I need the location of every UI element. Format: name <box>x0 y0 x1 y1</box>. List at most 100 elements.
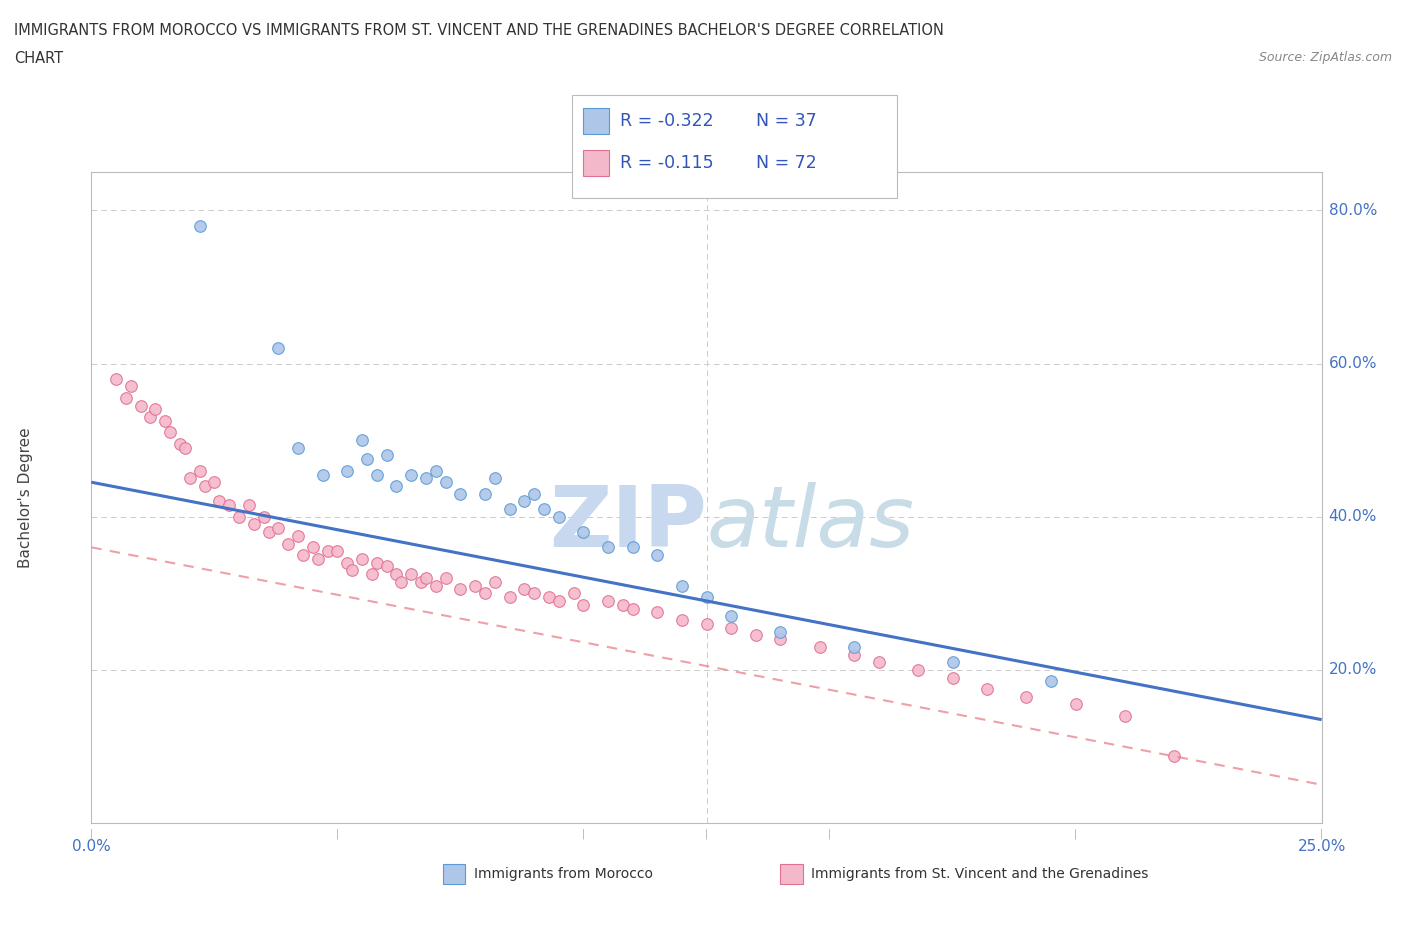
Text: Immigrants from St. Vincent and the Grenadines: Immigrants from St. Vincent and the Gren… <box>811 867 1149 882</box>
Point <box>596 540 619 555</box>
Point <box>1114 709 1136 724</box>
Text: |: | <box>1320 829 1323 840</box>
Point <box>434 570 457 585</box>
Point <box>842 640 865 655</box>
Point <box>907 662 929 677</box>
Point <box>720 620 742 635</box>
Point <box>645 548 669 563</box>
Point <box>352 432 374 447</box>
Point <box>159 425 181 440</box>
Point <box>267 340 290 355</box>
Text: 25.0%: 25.0% <box>1298 839 1346 854</box>
Point <box>474 586 496 601</box>
Point <box>513 582 536 597</box>
Point <box>547 510 569 525</box>
Point <box>316 544 339 559</box>
Point <box>385 479 408 494</box>
Point <box>218 498 240 512</box>
Point <box>868 655 890 670</box>
Point <box>523 586 546 601</box>
Point <box>375 559 398 574</box>
Text: 40.0%: 40.0% <box>1329 510 1376 525</box>
Point <box>671 613 693 628</box>
Point <box>311 467 335 482</box>
Point <box>695 617 717 631</box>
Point <box>533 501 555 516</box>
Point <box>1039 674 1063 689</box>
Point <box>484 471 506 485</box>
Point <box>513 494 536 509</box>
Text: |: | <box>582 829 585 840</box>
Text: R = -0.322: R = -0.322 <box>620 112 714 130</box>
Text: 20.0%: 20.0% <box>1329 662 1376 677</box>
Point <box>174 440 197 455</box>
Point <box>621 601 644 616</box>
Text: 80.0%: 80.0% <box>1329 203 1376 218</box>
Text: |: | <box>828 829 831 840</box>
Text: N = 72: N = 72 <box>756 153 817 172</box>
Point <box>842 647 865 662</box>
Point <box>352 551 374 566</box>
Point <box>340 563 363 578</box>
Point <box>769 631 792 646</box>
Point <box>769 624 792 639</box>
Point <box>336 555 359 570</box>
Text: |: | <box>90 829 93 840</box>
Text: Immigrants from Morocco: Immigrants from Morocco <box>474 867 652 882</box>
Point <box>596 593 619 608</box>
Text: |: | <box>336 829 339 840</box>
Point <box>498 501 520 516</box>
Point <box>1015 689 1038 704</box>
Point <box>572 525 595 539</box>
Point <box>257 525 280 539</box>
Point <box>188 463 211 478</box>
Point <box>145 402 166 417</box>
Point <box>366 467 388 482</box>
Point <box>976 682 998 697</box>
Text: CHART: CHART <box>14 51 63 66</box>
Point <box>307 551 329 566</box>
Text: Source: ZipAtlas.com: Source: ZipAtlas.com <box>1258 51 1392 64</box>
Point <box>562 586 585 601</box>
Point <box>179 471 201 485</box>
Point <box>228 510 250 525</box>
Point <box>671 578 693 593</box>
Point <box>425 463 447 478</box>
Point <box>409 575 432 590</box>
Point <box>193 479 217 494</box>
Text: IMMIGRANTS FROM MOROCCO VS IMMIGRANTS FROM ST. VINCENT AND THE GRENADINES BACHEL: IMMIGRANTS FROM MOROCCO VS IMMIGRANTS FR… <box>14 23 943 38</box>
Point <box>120 379 142 394</box>
Point <box>621 540 644 555</box>
Point <box>449 486 471 501</box>
Text: ZIP: ZIP <box>548 482 706 565</box>
Point <box>434 475 457 490</box>
Point <box>105 371 127 386</box>
Point <box>356 452 378 467</box>
Point <box>1064 697 1087 711</box>
Point <box>153 414 177 429</box>
Point <box>464 578 486 593</box>
Text: 60.0%: 60.0% <box>1329 356 1376 371</box>
Point <box>399 566 422 581</box>
Point <box>208 494 231 509</box>
Point <box>695 590 717 604</box>
Point <box>399 467 422 482</box>
Point <box>188 219 211 233</box>
Point <box>474 486 496 501</box>
Text: atlas: atlas <box>706 482 914 565</box>
Point <box>498 590 520 604</box>
Point <box>547 593 569 608</box>
Point <box>267 521 290 536</box>
Point <box>484 575 506 590</box>
Text: Bachelor's Degree: Bachelor's Degree <box>18 427 32 568</box>
Point <box>336 463 359 478</box>
Point <box>169 436 191 451</box>
Point <box>572 597 595 612</box>
Point <box>941 671 963 685</box>
Point <box>287 528 309 543</box>
Point <box>202 475 225 490</box>
Point <box>139 410 162 425</box>
Point <box>360 566 382 581</box>
Point <box>129 398 152 413</box>
Point <box>385 566 408 581</box>
